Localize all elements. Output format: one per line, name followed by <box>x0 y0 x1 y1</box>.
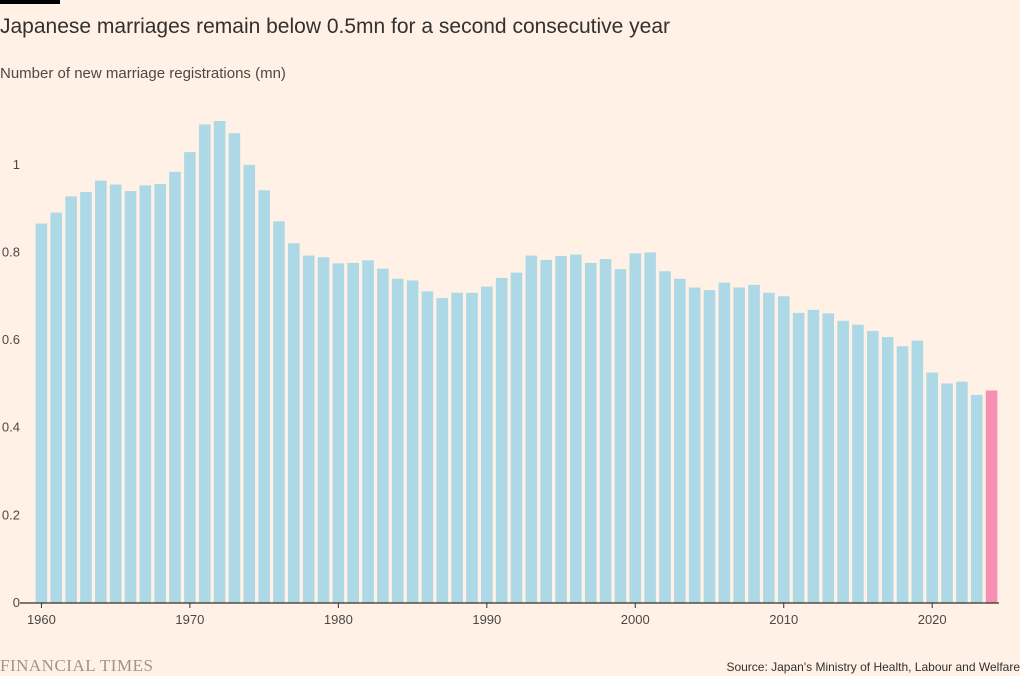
bar <box>525 255 538 603</box>
bar <box>65 196 77 603</box>
bar <box>852 324 864 603</box>
bar <box>317 257 330 603</box>
bar <box>377 268 389 603</box>
x-tick-label: 1980 <box>324 612 353 627</box>
x-tick-label: 1990 <box>472 612 501 627</box>
bar <box>911 340 924 603</box>
bar <box>109 184 122 603</box>
bar <box>837 320 849 603</box>
bar <box>867 330 879 603</box>
bar <box>510 272 523 603</box>
bar <box>540 259 552 603</box>
y-tick-label: 0.6 <box>2 332 20 347</box>
bar <box>391 278 404 603</box>
bar <box>184 152 196 604</box>
bar <box>124 191 137 604</box>
bar <box>228 133 241 603</box>
bar <box>584 262 597 603</box>
y-tick-label: 0.4 <box>2 420 20 435</box>
bar <box>792 312 805 603</box>
bar <box>347 262 359 603</box>
bar <box>302 255 315 603</box>
bar <box>763 292 775 603</box>
bar <box>451 292 463 603</box>
x-tick-label: 1970 <box>175 612 204 627</box>
x-tick-label: 2010 <box>769 612 798 627</box>
bar <box>332 263 345 603</box>
bar <box>273 221 285 603</box>
bar-chart: 0 0.2 0.4 0.6 0.8 1 1960 1970 1980 1990 2000 2010 20… <box>2 121 999 627</box>
x-tick-label: 2020 <box>918 612 947 627</box>
y-tick-label: 0 <box>13 595 20 610</box>
bar <box>807 309 820 603</box>
chart-title: Japanese marriages remain below 0.5mn fo… <box>0 15 671 38</box>
bar <box>644 252 656 603</box>
bar <box>421 291 434 603</box>
y-tick-label: 0.8 <box>2 244 20 259</box>
ft-top-bar <box>0 0 60 4</box>
bar <box>956 381 968 603</box>
bar <box>169 171 181 603</box>
bar <box>941 383 953 603</box>
bar <box>481 286 493 603</box>
bar <box>213 121 226 603</box>
bar <box>614 269 627 603</box>
bar <box>154 184 166 603</box>
x-tick-label: 2000 <box>621 612 650 627</box>
bar <box>748 284 760 603</box>
bar <box>466 292 478 603</box>
bar <box>703 290 716 603</box>
bar <box>688 287 701 603</box>
bar <box>970 394 983 603</box>
bar <box>80 191 92 603</box>
bar <box>436 298 449 603</box>
bar <box>881 337 894 603</box>
bar <box>198 124 211 603</box>
bar <box>495 277 508 603</box>
bar <box>674 278 686 603</box>
y-tick-label: 1 <box>13 157 20 172</box>
bar <box>139 185 152 603</box>
bar <box>555 255 567 603</box>
chart-subtitle: Number of new marriage registrations (mn… <box>0 65 286 82</box>
bar <box>35 223 48 603</box>
bar <box>777 296 790 603</box>
bar <box>733 287 745 603</box>
bar <box>822 313 835 603</box>
bar <box>629 253 642 603</box>
y-tick-label: 0.2 <box>2 507 20 522</box>
bar <box>288 243 300 603</box>
ft-logo: FINANCIAL TIMES <box>0 656 154 675</box>
bar <box>659 271 671 603</box>
bar <box>243 164 256 603</box>
bar <box>50 212 63 603</box>
x-tick-label: 1960 <box>27 612 56 627</box>
bar <box>926 372 938 603</box>
bar <box>95 180 107 603</box>
bar <box>570 254 582 603</box>
bar <box>362 260 374 603</box>
bar <box>896 346 909 603</box>
bar <box>406 280 419 603</box>
bar <box>718 282 731 603</box>
bar <box>599 259 612 603</box>
source-note: Source: Japan's Ministry of Health, Labo… <box>726 660 1020 674</box>
bar-highlight <box>985 390 998 603</box>
bar <box>258 190 270 603</box>
